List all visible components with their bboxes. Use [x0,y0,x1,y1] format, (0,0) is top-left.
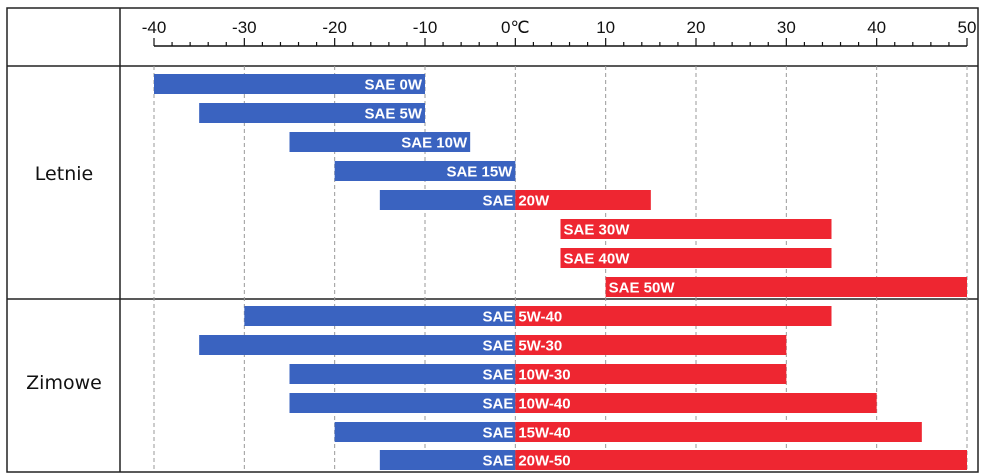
group-labels: Letnie Zimowe [26,163,102,394]
bar-row: SAE 15W [334,161,516,181]
bar-label-suffix: 5W-30 [518,338,562,355]
bar-label: SAE 15W [446,164,513,181]
bar-label: SAE 10W [401,135,468,152]
bar-hot-segment [515,450,967,470]
bar-row: SAE 20W [379,190,651,210]
bar-label-suffix: 10W-30 [518,367,570,384]
bar-label-prefix: SAE [482,338,513,355]
bar-label-prefix: SAE [482,453,513,470]
bar-row: SAE 5W-30 [199,335,787,355]
bar-label-suffix: 20W [518,193,550,210]
group-label: Zimowe [26,372,102,394]
tick-label: -20 [322,18,347,37]
outer-border [6,7,979,473]
tick-label: -10 [413,18,438,37]
tick-label: 30 [777,18,796,37]
bar-row: SAE 10W-40 [289,393,877,413]
bar-label: SAE 50W [609,280,676,297]
bar-hot-segment [560,248,832,268]
tick-label: 50 [958,18,977,37]
bar-row: SAE 40W [560,248,832,268]
bar-label: SAE 5W [364,106,422,123]
bar-hot-segment [515,422,922,442]
tick-label: -40 [142,18,167,37]
bar-cold-segment [379,190,516,210]
tick-label: 40 [867,18,886,37]
bar-label-suffix: 5W-40 [518,309,562,326]
bar-label: SAE 0W [364,77,422,94]
bar-label-prefix: SAE [482,396,513,413]
bar-cold-segment [334,161,516,181]
bar-label-prefix: SAE [482,309,513,326]
bar-label: SAE 40W [564,251,631,268]
bars: SAE 0W SAE 5W SAE 10W SAE 15W SAE 20W SAE 30W S… [154,74,967,470]
bar-row: SAE 5W [199,103,425,123]
bar-hot-segment [560,219,832,239]
bar-row: SAE 30W [560,219,832,239]
tick-label: 0℃ [501,18,530,37]
bar-label-prefix: SAE [482,425,513,442]
bar-cold-segment [199,103,425,123]
bar-label-suffix: 20W-50 [518,453,570,470]
bar-label-suffix: 10W-40 [518,396,570,413]
bar-cold-segment [289,364,516,384]
tick-label: -30 [232,18,257,37]
bar-row: SAE 10W [289,132,471,152]
bar-hot-segment [515,335,787,355]
bar-cold-segment [154,74,425,94]
bar-cold-segment [379,450,516,470]
bar-hot-segment [515,190,651,210]
bar-cold-segment [199,335,516,355]
bar-row: SAE 15W-40 [334,422,922,442]
tick-label: 20 [687,18,706,37]
bar-label-suffix: 15W-40 [518,425,570,442]
bar-hot-segment [515,306,832,326]
x-axis: -40 -30 -20 -10 0℃ 10 20 30 40 50 [142,18,977,47]
bar-row: SAE 50W [605,277,967,297]
bar-label-prefix: SAE [482,367,513,384]
chart-frame [6,7,979,473]
bar-hot-segment [515,393,877,413]
bar-hot-segment [515,364,787,384]
bar-cold-segment [289,132,471,152]
bar-hot-segment [605,277,967,297]
bar-row: SAE 20W-50 [379,450,967,470]
bar-label-prefix: SAE [482,193,513,210]
bar-row: SAE 5W-40 [244,306,832,326]
tick-label: 10 [596,18,615,37]
group-label: Letnie [35,163,93,185]
bar-label: SAE 30W [564,222,631,239]
bar-cold-segment [334,422,516,442]
bar-row: SAE 10W-30 [289,364,787,384]
bar-cold-segment [289,393,516,413]
bar-cold-segment [244,306,516,326]
bar-row: SAE 0W [154,74,425,94]
